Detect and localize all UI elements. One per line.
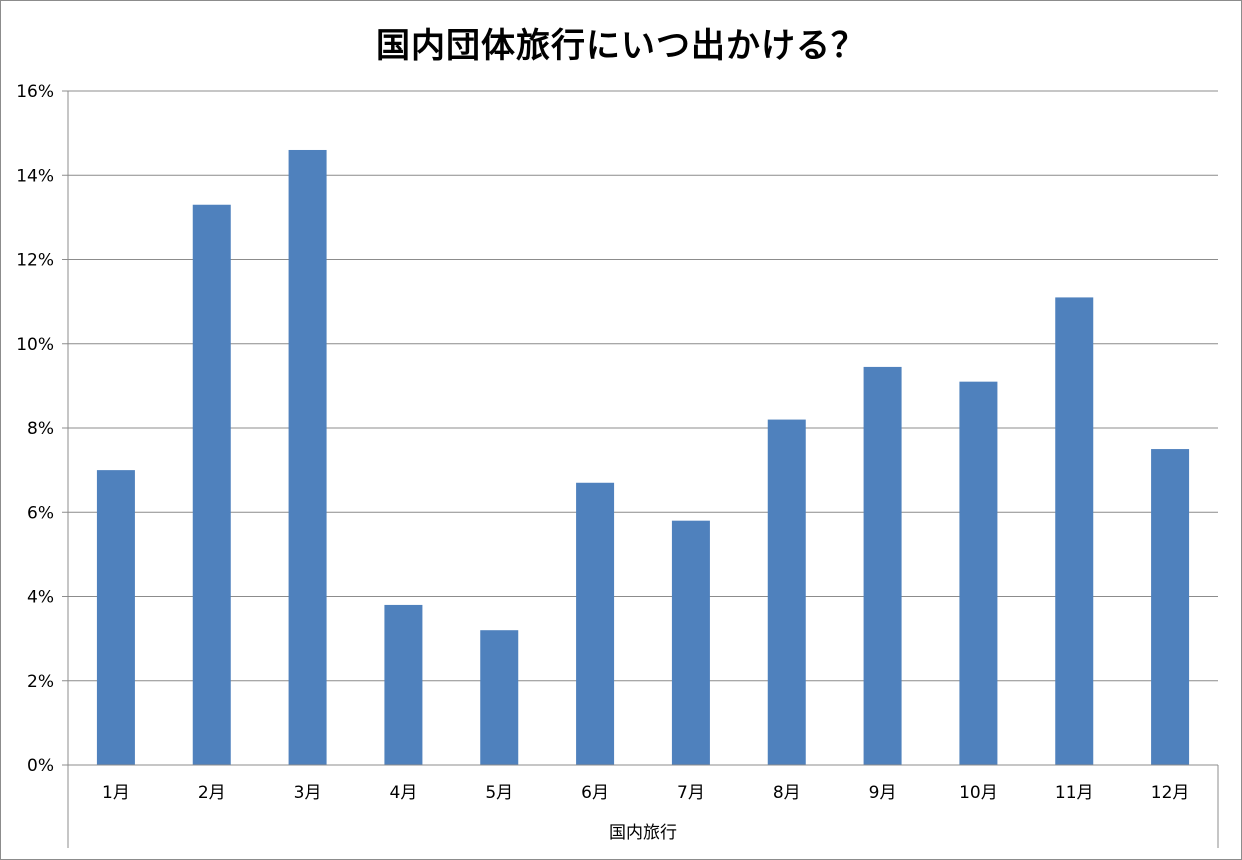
x-group-label: 国内旅行 (609, 823, 677, 843)
x-tick-label: 8月 (773, 783, 801, 803)
y-tick-label: 14% (16, 166, 54, 186)
bar (767, 419, 806, 765)
bar (480, 630, 519, 765)
bar (288, 149, 327, 766)
bar (863, 366, 902, 765)
y-tick-label: 16% (16, 82, 54, 102)
bar (1055, 297, 1094, 765)
bar (96, 470, 135, 765)
y-tick-label: 2% (27, 672, 54, 692)
axes (62, 90, 1219, 848)
x-tick-label: 12月 (1151, 783, 1190, 803)
x-tick-label: 2月 (198, 783, 226, 803)
x-tick-label: 6月 (581, 783, 609, 803)
bars (96, 149, 1190, 766)
x-tick-label: 1月 (102, 783, 130, 803)
y-tick-label: 8% (27, 419, 54, 439)
bar (576, 482, 615, 765)
x-tick-label: 5月 (485, 783, 513, 803)
gridlines (68, 90, 1218, 682)
bar (1151, 449, 1190, 765)
x-tick-label: 9月 (869, 783, 897, 803)
y-tick-label: 4% (27, 588, 54, 608)
x-tick-label: 11月 (1055, 783, 1094, 803)
y-tick-label: 10% (16, 335, 54, 355)
x-tick-label: 10月 (959, 783, 998, 803)
y-tick-label: 6% (27, 503, 54, 523)
bar (384, 604, 423, 765)
axis-labels: 0% 2% 4% 6% 8% 10% 12% 14% 16% 1月 2月 3月 4月 5月 6月 7月 8月 9月… (16, 82, 1189, 843)
bar (192, 204, 231, 766)
x-tick-label: 7月 (677, 783, 705, 803)
bar (959, 381, 998, 765)
bar (671, 520, 710, 765)
y-tick-label: 0% (27, 756, 54, 776)
chart-title: 国内団体旅行にいつ出かける？ (376, 26, 866, 66)
x-tick-label: 3月 (294, 783, 322, 803)
y-tick-label: 12% (16, 251, 54, 271)
x-tick-label: 4月 (390, 783, 418, 803)
